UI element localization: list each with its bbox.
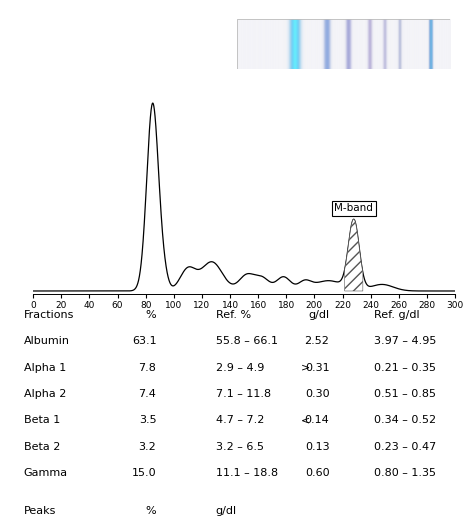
Text: 3.2 – 6.5: 3.2 – 6.5	[216, 442, 264, 452]
Text: 0.51 – 0.85: 0.51 – 0.85	[374, 389, 437, 399]
Text: 7.1 – 11.8: 7.1 – 11.8	[216, 389, 271, 399]
Text: >: >	[301, 362, 310, 373]
Text: 63.1: 63.1	[132, 336, 156, 346]
Text: 11.1 – 18.8: 11.1 – 18.8	[216, 468, 278, 478]
Text: M-band: M-band	[334, 203, 373, 213]
Text: 3.5: 3.5	[139, 415, 156, 425]
Text: 0.34 – 0.52: 0.34 – 0.52	[374, 415, 437, 425]
Text: %: %	[146, 310, 156, 320]
Text: Beta 2: Beta 2	[24, 442, 60, 452]
Text: 7.4: 7.4	[138, 389, 156, 399]
Text: Alpha 2: Alpha 2	[24, 389, 66, 399]
Text: 0.31: 0.31	[305, 362, 329, 373]
Text: %: %	[146, 505, 156, 516]
Text: Alpha 1: Alpha 1	[24, 362, 66, 373]
Text: 15.0: 15.0	[132, 468, 156, 478]
Text: Beta 1: Beta 1	[24, 415, 60, 425]
Text: g/dl: g/dl	[216, 505, 237, 516]
Text: Ref. %: Ref. %	[216, 310, 251, 320]
Text: 4.7 – 7.2: 4.7 – 7.2	[216, 415, 264, 425]
Text: Peaks: Peaks	[24, 505, 56, 516]
Text: 3.97 – 4.95: 3.97 – 4.95	[374, 336, 437, 346]
Text: Albumin: Albumin	[24, 336, 70, 346]
Text: 0.21 – 0.35: 0.21 – 0.35	[374, 362, 437, 373]
Text: 2.52: 2.52	[305, 336, 329, 346]
Text: Gamma: Gamma	[24, 468, 68, 478]
Text: 2.9 – 4.9: 2.9 – 4.9	[216, 362, 264, 373]
Text: 0.80 – 1.35: 0.80 – 1.35	[374, 468, 437, 478]
Text: 0.30: 0.30	[305, 389, 329, 399]
Text: 3.2: 3.2	[139, 442, 156, 452]
Text: 0.14: 0.14	[305, 415, 329, 425]
Text: Ref. g/dl: Ref. g/dl	[374, 310, 420, 320]
Text: 0.60: 0.60	[305, 468, 329, 478]
Text: <: <	[301, 415, 310, 425]
Text: 0.23 – 0.47: 0.23 – 0.47	[374, 442, 437, 452]
Text: g/dl: g/dl	[308, 310, 329, 320]
Text: 7.8: 7.8	[138, 362, 156, 373]
Text: Fractions: Fractions	[24, 310, 74, 320]
Text: 0.13: 0.13	[305, 442, 329, 452]
Text: 55.8 – 66.1: 55.8 – 66.1	[216, 336, 278, 346]
